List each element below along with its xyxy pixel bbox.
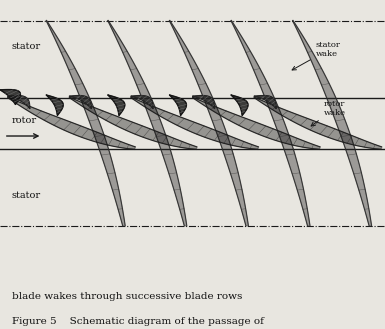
- Polygon shape: [108, 95, 125, 115]
- Polygon shape: [293, 20, 372, 226]
- Text: rotor: rotor: [12, 116, 37, 125]
- Polygon shape: [169, 95, 186, 115]
- Polygon shape: [8, 95, 30, 109]
- Polygon shape: [69, 97, 197, 149]
- Polygon shape: [192, 95, 214, 109]
- Polygon shape: [131, 95, 153, 109]
- Polygon shape: [46, 95, 63, 115]
- Polygon shape: [254, 95, 276, 109]
- Polygon shape: [69, 95, 91, 109]
- Polygon shape: [108, 20, 187, 226]
- Polygon shape: [231, 20, 310, 226]
- Text: stator: stator: [12, 190, 41, 200]
- Polygon shape: [254, 97, 382, 149]
- Polygon shape: [46, 20, 125, 226]
- Text: Figure 5    Schematic diagram of the passage of: Figure 5 Schematic diagram of the passag…: [12, 317, 263, 326]
- Polygon shape: [8, 97, 136, 149]
- Text: stator
wake: stator wake: [292, 41, 341, 70]
- Polygon shape: [0, 89, 20, 105]
- Polygon shape: [169, 20, 248, 226]
- Text: stator: stator: [12, 42, 41, 51]
- Polygon shape: [231, 95, 248, 115]
- Polygon shape: [131, 97, 259, 149]
- Text: rotor
wake: rotor wake: [311, 100, 345, 126]
- Polygon shape: [192, 97, 320, 149]
- Text: blade wakes through successive blade rows: blade wakes through successive blade row…: [12, 292, 242, 301]
